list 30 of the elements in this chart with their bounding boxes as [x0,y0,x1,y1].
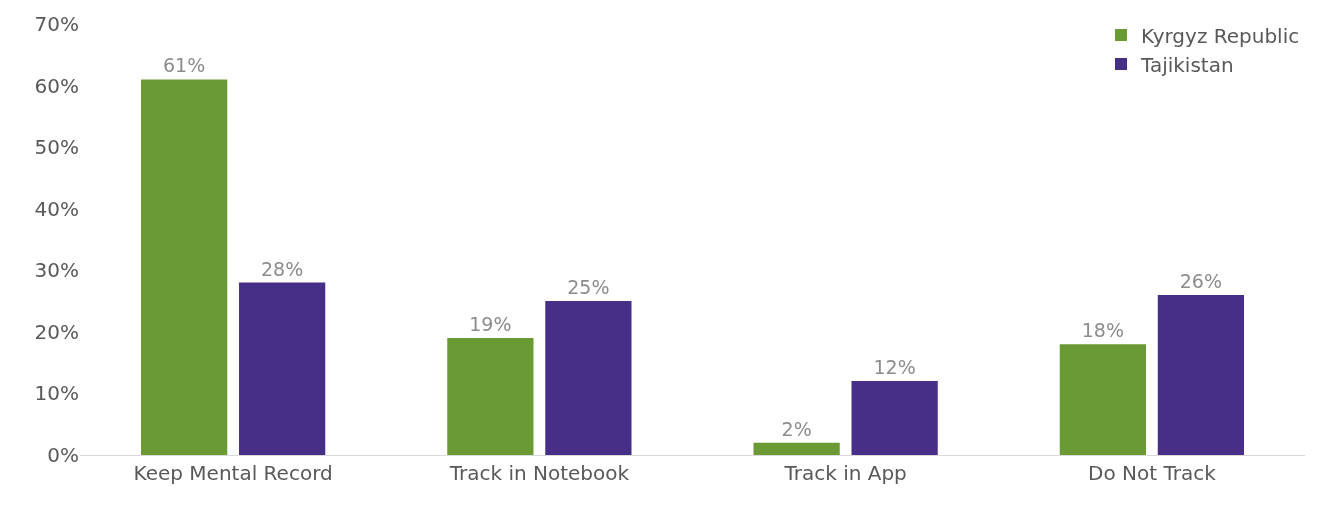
data-label: 61% [163,54,206,77]
bar [545,301,632,455]
data-label: 18% [1081,319,1124,342]
bar [851,381,938,455]
bar [141,79,228,455]
y-tick-label: 10% [34,381,79,406]
y-tick-label: 50% [34,135,79,160]
bar [1157,294,1244,455]
y-tick-label: 0% [47,443,79,467]
data-label: 12% [873,356,916,379]
y-tick-label: 60% [34,73,79,98]
bar [239,282,326,455]
bar [447,338,534,455]
bar [753,442,840,455]
data-label: 2% [781,417,812,440]
bar [1059,344,1146,455]
data-label: 19% [469,313,512,336]
data-label: 26% [1179,269,1222,292]
data-label: 25% [567,276,610,299]
y-tick-label: 30% [34,258,79,283]
x-tick-label: Keep Mental Record [133,461,333,485]
legend-label: Tajikistan [1140,52,1234,77]
data-label: 28% [261,257,304,280]
y-tick-label: 20% [34,319,79,344]
x-tick-label: Track in App [783,461,907,485]
y-tick-label: 40% [34,196,79,221]
x-tick-label: Do Not Track [1088,461,1217,485]
y-tick-label: 70% [34,12,79,36]
legend-label: Kyrgyz Republic [1141,23,1300,48]
x-tick-label: Track in Notebook [448,461,630,485]
